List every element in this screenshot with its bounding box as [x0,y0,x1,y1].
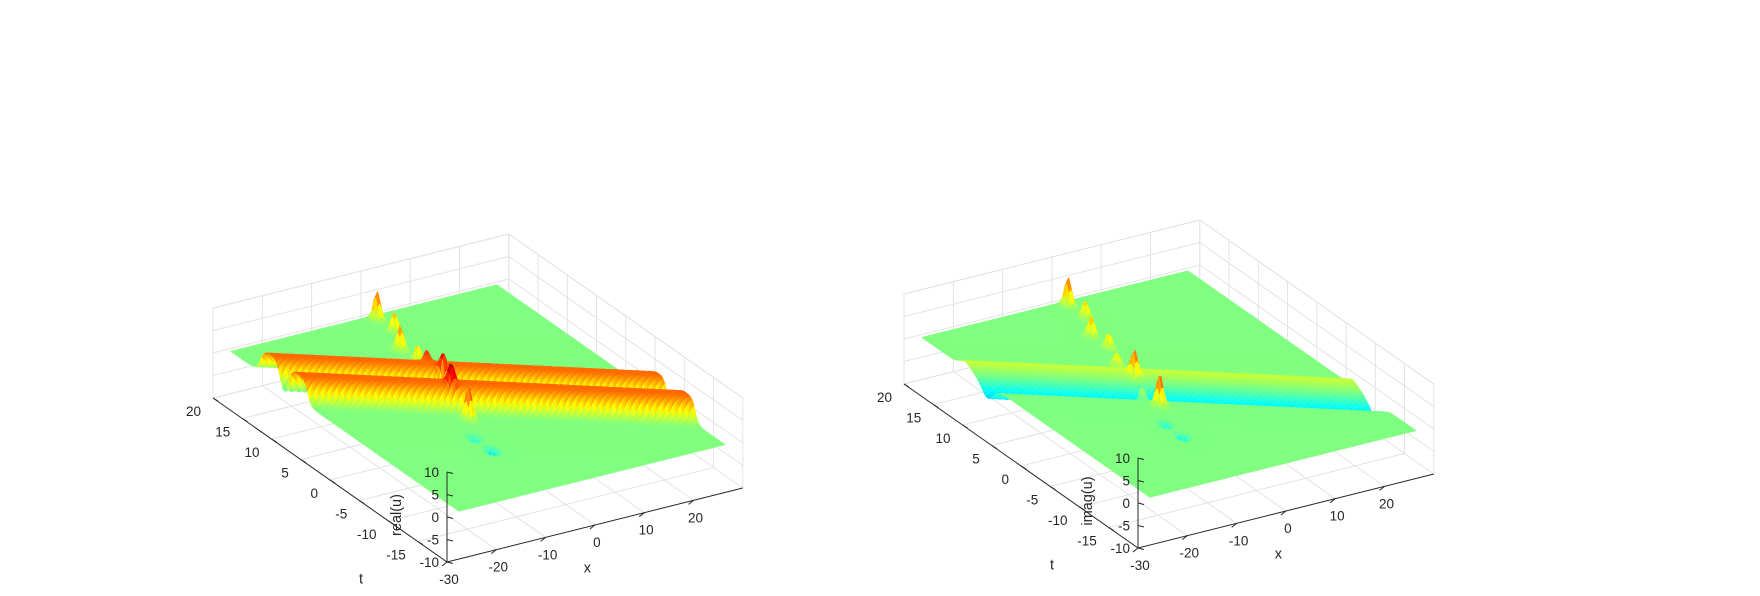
z-tick-label: -5 [1118,519,1130,534]
x-tick-label: 0 [593,535,601,550]
x-tick-label: -20 [489,560,509,575]
z-tick-label: 0 [1122,496,1130,511]
x-tick-label: 0 [1284,521,1292,536]
x-tick-label: -20 [1180,546,1200,561]
t-tick-label: -15 [386,548,406,563]
z-tick-label: -5 [427,533,439,548]
x-tick-label: 20 [688,510,703,525]
axes: -30 -20 -10 0 10 20 -15 -10 -5 0 5 10 15 20 -10 -5 0 5 10 x… [186,397,743,587]
surface-plot-real: -30 -20 -10 0 10 20 -15 -10 -5 0 5 10 15 20 -10 -5 0 5 10 x… [186,233,744,587]
t-tick-label: 15 [906,411,921,426]
x-tick-label: -30 [1130,558,1150,573]
axes: -30 -20 -10 0 10 20 -15 -10 -5 0 5 10 15 20 -10 -5 0 5 10 x… [877,383,1434,573]
z-tick-label: 5 [1122,474,1130,489]
t-tick-label: -10 [1048,513,1068,528]
t-tick-label: 10 [935,431,950,446]
t-tick-label: 10 [244,445,259,460]
x-tick-label: -30 [439,572,459,587]
t-tick-label: 0 [310,486,318,501]
t-tick-label: -5 [1026,493,1038,508]
x-tick-label: 10 [639,523,654,538]
t-tick-label: 15 [215,425,230,440]
t-tick-label: 20 [186,404,201,419]
z-tick-label: 5 [431,488,439,503]
t-tick-label: 5 [281,466,289,481]
t-axis-label: t [1050,557,1054,573]
z-tick-label: 10 [424,465,439,480]
surface-plot-imag: -30 -20 -10 0 10 20 -15 -10 -5 0 5 10 15 20 -10 -5 0 5 10 x… [877,219,1435,573]
x-axis-label: x [584,560,592,576]
x-axis-label: x [1275,546,1283,562]
z-tick-label: 0 [431,510,439,525]
surface [920,270,1417,498]
x-tick-label: -10 [1229,533,1249,548]
z-tick-label: 10 [1115,451,1130,466]
surface [229,284,726,512]
t-tick-label: -15 [1077,534,1097,549]
t-tick-label: 0 [1001,472,1009,487]
z-tick-label: -10 [419,555,439,570]
x-tick-label: 20 [1379,496,1394,511]
t-tick-label: 20 [877,390,892,405]
t-tick-label: 5 [972,452,980,467]
z-axis-label: imag(u) [1080,476,1096,525]
x-tick-label: 10 [1330,509,1345,524]
t-tick-label: -5 [335,507,347,522]
z-axis-label: real(u) [389,494,405,536]
x-tick-label: -10 [538,547,558,562]
z-tick-label: -10 [1110,541,1130,556]
t-tick-label: -10 [357,527,377,542]
t-axis-label: t [359,571,363,587]
